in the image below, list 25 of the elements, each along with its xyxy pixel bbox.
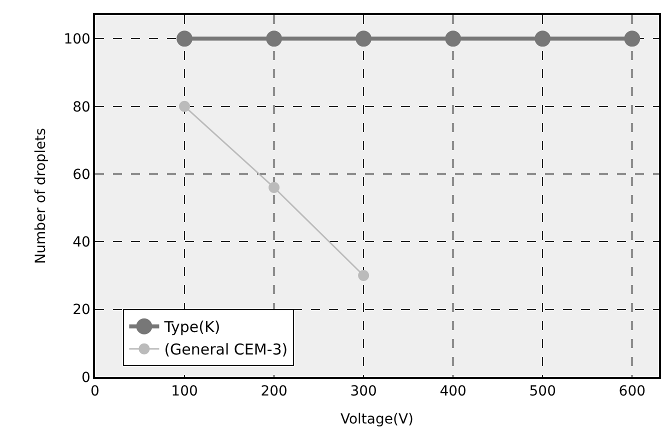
y-tick-label: 60 — [72, 166, 90, 183]
x-tick-label: 600 — [618, 384, 646, 400]
y-tick-label: 80 — [72, 99, 90, 116]
y-tick-label: 20 — [72, 302, 90, 318]
x-tick-label: 400 — [440, 384, 466, 400]
point — [356, 30, 372, 47]
y-axis-title: Number of droplets — [32, 128, 49, 264]
x-tick-label: 200 — [260, 384, 288, 400]
point — [176, 30, 193, 47]
legend-label: (General CEM-3) — [164, 340, 288, 359]
point — [179, 100, 190, 112]
point — [266, 30, 282, 47]
y-tick-label: 100 — [64, 32, 90, 48]
x-tick-label: 300 — [350, 384, 377, 400]
y-tick-label: 40 — [72, 234, 90, 251]
point — [624, 30, 640, 47]
point — [358, 270, 370, 281]
point — [268, 182, 280, 194]
point — [445, 30, 462, 47]
x-axis-title: Voltage(V) — [340, 411, 414, 428]
x-tick-label: 500 — [529, 384, 556, 400]
point — [534, 30, 551, 47]
legend-label: Type(K) — [163, 318, 220, 336]
y-tick-label: 0 — [82, 370, 90, 386]
x-tick-label: 100 — [171, 384, 198, 400]
